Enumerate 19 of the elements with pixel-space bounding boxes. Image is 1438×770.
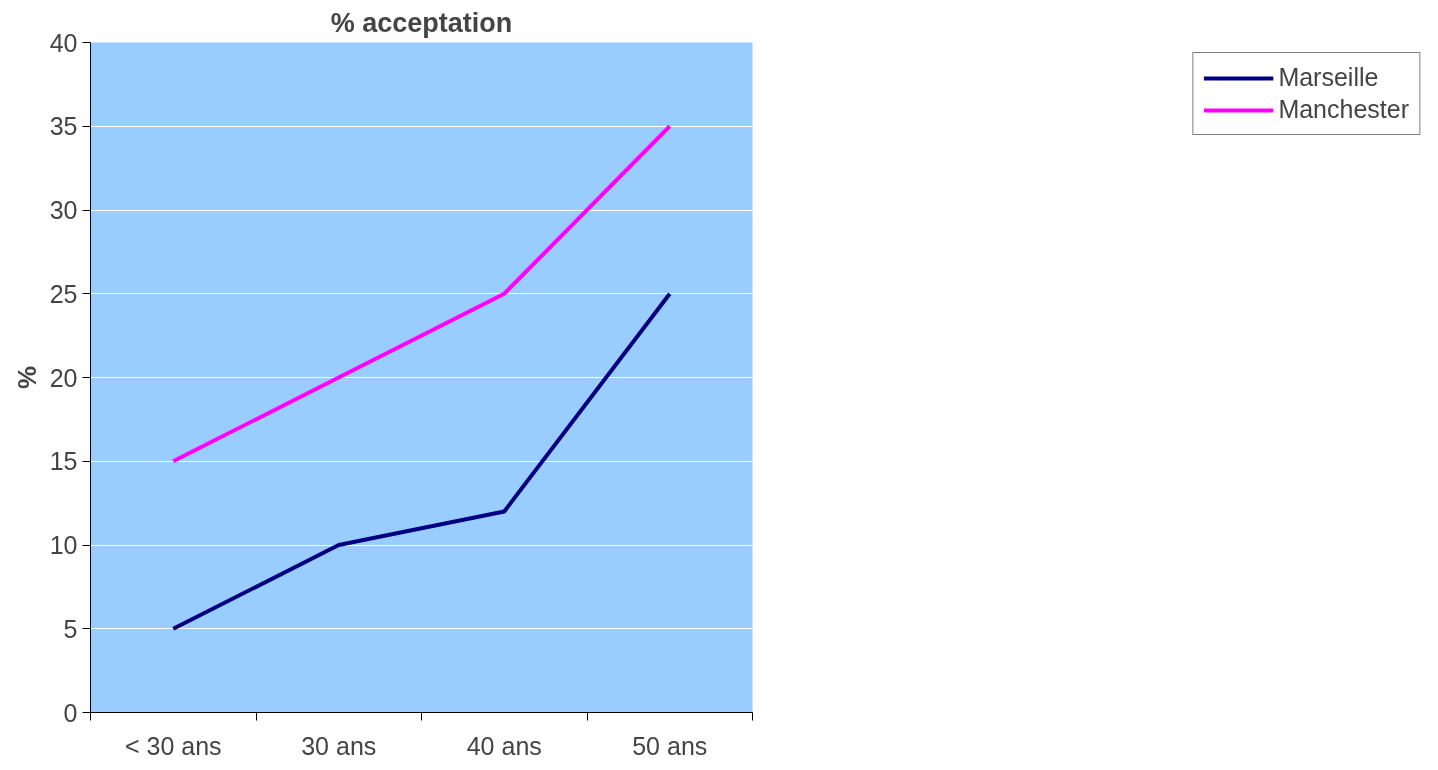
x-tick-label: < 30 ans <box>124 731 222 760</box>
y-tick-label: 30 <box>49 196 78 224</box>
x-tick-label: 50 ans <box>632 731 708 760</box>
y-tick-label: 5 <box>63 614 78 643</box>
line-series <box>171 124 672 464</box>
y-tick-label: 0 <box>63 698 78 727</box>
y-tick-label: 25 <box>49 279 78 308</box>
y-tick-label: 20 <box>49 363 78 392</box>
x-tick-label: 30 ans <box>301 731 377 760</box>
y-tick-label: 35 <box>49 112 78 141</box>
y-axis-title: % <box>11 365 42 390</box>
line-series <box>171 291 672 631</box>
y-tick-label: 10 <box>49 531 78 559</box>
legend-label: Manchester <box>1278 95 1409 124</box>
y-tick-label: 40 <box>49 28 78 57</box>
legend-label: Marseille <box>1278 63 1379 92</box>
x-tick-label: 40 ans <box>466 731 542 760</box>
y-tick-label: 15 <box>49 447 78 476</box>
chart-title: % acceptation <box>330 7 513 38</box>
